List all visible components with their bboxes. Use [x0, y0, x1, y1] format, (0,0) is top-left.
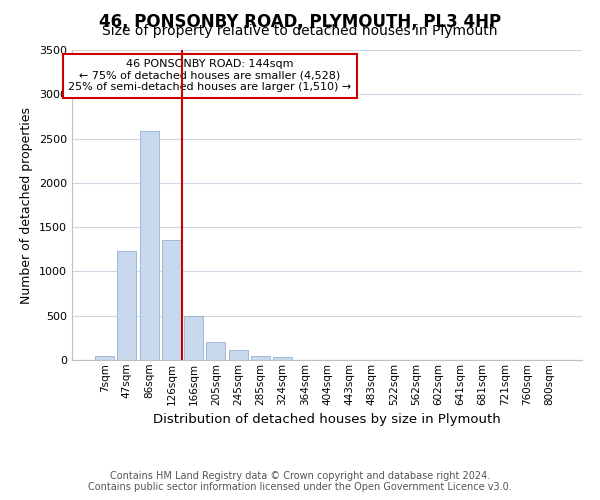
Bar — [206, 342, 225, 360]
Text: Size of property relative to detached houses in Plymouth: Size of property relative to detached ho… — [102, 24, 498, 38]
Bar — [273, 358, 292, 360]
Bar — [118, 251, 136, 360]
Text: Contains HM Land Registry data © Crown copyright and database right 2024.
Contai: Contains HM Land Registry data © Crown c… — [88, 471, 512, 492]
Text: 46 PONSONBY ROAD: 144sqm
← 75% of detached houses are smaller (4,528)
25% of sem: 46 PONSONBY ROAD: 144sqm ← 75% of detach… — [68, 60, 352, 92]
Bar — [229, 350, 248, 360]
Text: 46, PONSONBY ROAD, PLYMOUTH, PL3 4HP: 46, PONSONBY ROAD, PLYMOUTH, PL3 4HP — [99, 12, 501, 30]
Y-axis label: Number of detached properties: Number of detached properties — [20, 106, 34, 304]
X-axis label: Distribution of detached houses by size in Plymouth: Distribution of detached houses by size … — [153, 413, 501, 426]
Bar — [95, 356, 114, 360]
Bar — [251, 356, 270, 360]
Bar — [184, 316, 203, 360]
Bar — [162, 240, 181, 360]
Bar — [140, 130, 158, 360]
